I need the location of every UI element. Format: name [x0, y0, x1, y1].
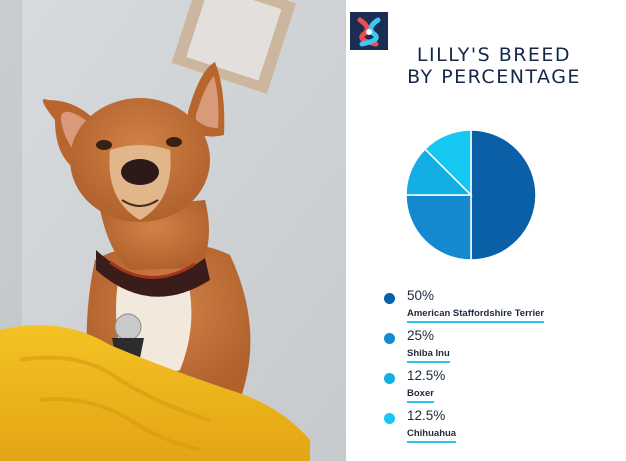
chart-title: LILLY'S BREED BY PERCENTAGE	[378, 44, 610, 88]
legend-item-american-staffordshire-terrier: 50% American Staffordshire Terrier	[384, 288, 624, 325]
legend-percentage: 50%	[407, 288, 435, 303]
legend-item-chihuahua: 12.5% Chihuahua	[384, 408, 624, 445]
breed-chart-panel: LILLY'S BREED BY PERCENTAGE 50% American…	[346, 0, 626, 461]
pie-slice-chihuahua	[423, 129, 472, 197]
title-line-1: LILLY'S BREED	[416, 44, 572, 66]
chart-legend: 50% American Staffordshire Terrier 25% S…	[384, 288, 624, 448]
legend-item-boxer: 12.5% Boxer	[384, 368, 624, 405]
legend-percentage: 25%	[407, 328, 435, 343]
legend-label: Chihuahua	[407, 428, 457, 443]
dog-photo	[0, 0, 346, 461]
legend-dot	[384, 373, 395, 384]
pie-slice-american-staffordshire-terrier	[470, 129, 537, 261]
legend-dot	[384, 293, 395, 304]
legend-label: Shiba Inu	[407, 348, 450, 363]
legend-percentage: 12.5%	[407, 408, 446, 423]
legend-percentage: 12.5%	[407, 368, 446, 383]
pie-slice-shiba-inu	[405, 194, 472, 261]
legend-item-shiba-inu: 25% Shiba Inu	[384, 328, 624, 365]
legend-label: Boxer	[407, 388, 434, 403]
title-line-2: BY PERCENTAGE	[407, 66, 581, 88]
legend-label: American Staffordshire Terrier	[407, 308, 545, 323]
legend-dot	[384, 413, 395, 424]
legend-dot	[384, 333, 395, 344]
brand-logo-icon	[350, 12, 388, 50]
pie-chart	[405, 129, 537, 261]
